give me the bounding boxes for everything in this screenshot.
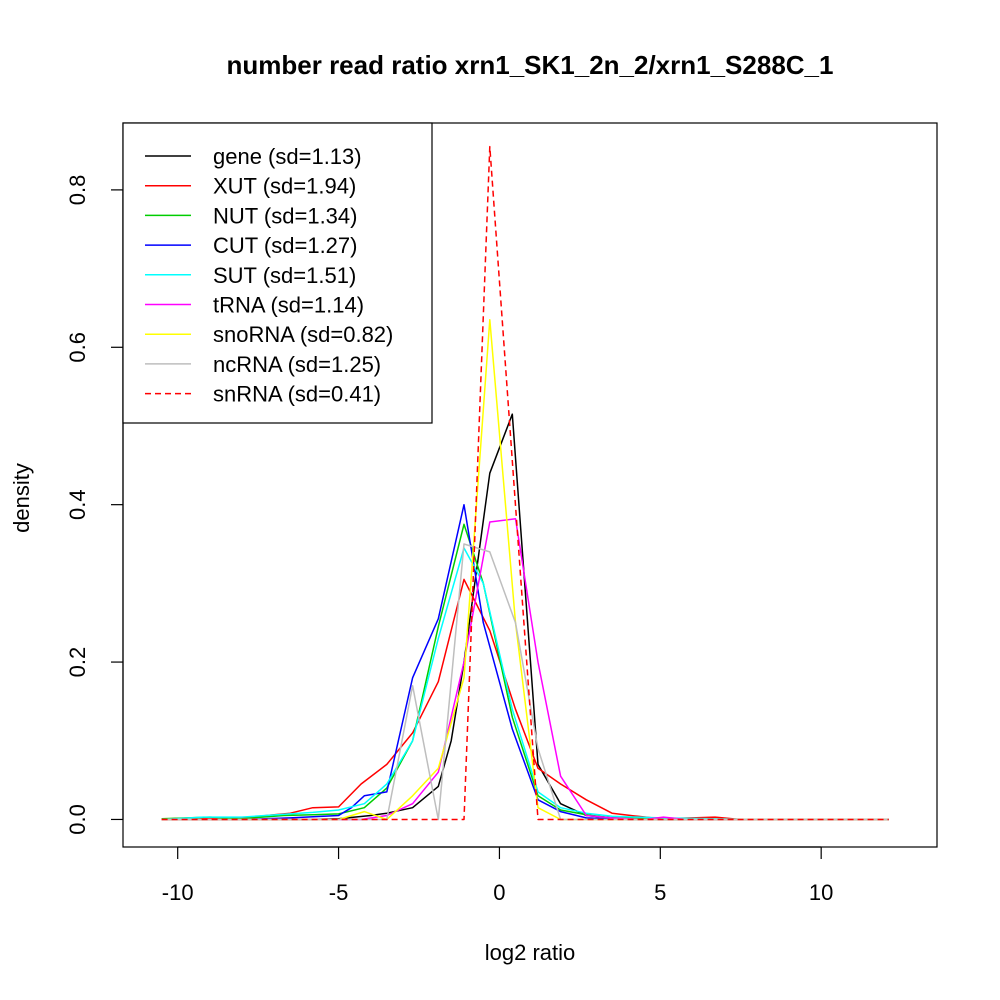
series-line-8	[161, 145, 889, 821]
y-axis-label: density	[9, 463, 34, 533]
legend-label-8: snRNA (sd=0.41)	[213, 382, 381, 407]
y-tick-label: 0.0	[65, 804, 90, 835]
x-axis-label: log2 ratio	[485, 940, 576, 965]
plot-lines	[161, 145, 889, 821]
chart-title: number read ratio xrn1_SK1_2n_2/xrn1_S28…	[227, 50, 834, 80]
series-line-3	[161, 503, 889, 821]
x-tick-label: 10	[809, 880, 833, 905]
x-tick-label: -5	[329, 880, 349, 905]
legend-label-0: gene (sd=1.13)	[213, 144, 362, 169]
y-tick-label: 0.8	[65, 175, 90, 206]
y-axis: 0.0 0.2 0.4 0.6 0.8	[65, 175, 124, 835]
y-tick-label: 0.2	[65, 647, 90, 678]
x-axis: -10 -5 0 5 10	[162, 846, 833, 905]
x-tick-label: 0	[493, 880, 505, 905]
legend-label-3: CUT (sd=1.27)	[213, 233, 357, 258]
x-tick-label: -10	[162, 880, 194, 905]
legend: gene (sd=1.13) XUT (sd=1.94) NUT (sd=1.34)…	[122, 122, 433, 424]
legend-label-5: tRNA (sd=1.14)	[213, 293, 364, 318]
legend-label-7: ncRNA (sd=1.25)	[213, 352, 381, 377]
legend-label-2: NUT (sd=1.34)	[213, 203, 357, 228]
x-tick-label: 5	[654, 880, 666, 905]
legend-label-1: XUT (sd=1.94)	[213, 174, 356, 199]
y-tick-label: 0.6	[65, 332, 90, 363]
legend-label-4: SUT (sd=1.51)	[213, 263, 356, 288]
y-tick-label: 0.4	[65, 489, 90, 520]
legend-box	[122, 122, 433, 424]
series-line-4	[161, 547, 889, 821]
legend-label-6: snoRNA (sd=0.82)	[213, 322, 393, 347]
